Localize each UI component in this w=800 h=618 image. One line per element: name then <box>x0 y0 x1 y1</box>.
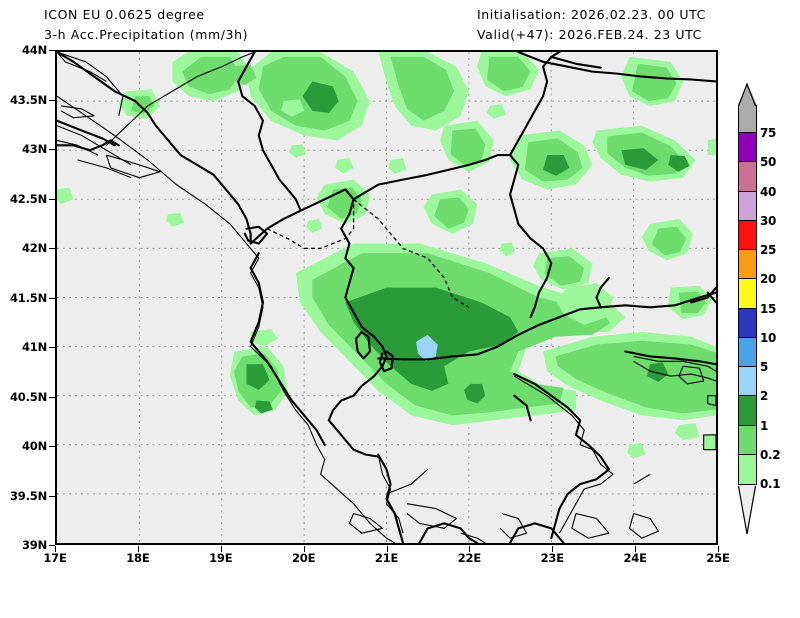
x-axis-label: 24E <box>623 551 647 565</box>
y-tick <box>49 99 55 101</box>
x-axis-label: 23E <box>540 551 564 565</box>
y-axis-label: 44N <box>21 43 47 57</box>
y-tick <box>49 396 55 398</box>
init-time: Initialisation: 2026.02.23. 00 UTC <box>477 7 706 22</box>
colorbar-tick-label: 20 <box>760 272 777 287</box>
x-tick <box>386 546 388 552</box>
y-tick <box>49 495 55 497</box>
colorbar-band <box>739 104 756 134</box>
x-tick <box>552 546 554 552</box>
colorbar-tick-label: 5 <box>760 360 769 375</box>
y-axis-label: 40N <box>21 439 47 453</box>
x-axis-label: 25E <box>706 551 730 565</box>
y-tick <box>49 248 55 249</box>
field-title: 3-h Acc.Precipitation (mm/3h) <box>44 27 249 42</box>
x-axis-label: 21E <box>374 551 399 565</box>
colorbar-tick-label: 25 <box>760 243 777 258</box>
x-axis-label: 19E <box>209 551 233 565</box>
y-tick <box>49 149 55 150</box>
colorbar-separator <box>739 395 756 397</box>
colorbar-outline <box>737 82 757 535</box>
x-tick <box>137 546 139 552</box>
y-axis-label: 39.5N <box>10 488 47 503</box>
colorbar-tick-label: 0.2 <box>760 447 781 462</box>
x-tick <box>469 546 471 552</box>
model-title: ICON EU 0.0625 degree <box>44 7 205 22</box>
x-tick <box>303 546 305 552</box>
y-axis-label: 42.5N <box>10 191 47 206</box>
internal-borders <box>266 198 470 308</box>
colorbar-band <box>739 396 756 426</box>
x-axis-label: 17E <box>43 551 67 565</box>
colorbar-separator <box>739 219 756 221</box>
colorbar-band <box>739 337 756 368</box>
colorbar-tick-label: 15 <box>760 301 777 316</box>
x-axis-label: 22E <box>457 551 481 565</box>
national-borders <box>57 52 716 543</box>
colorbar-tick-label: 75 <box>760 126 777 141</box>
colorbar-tick-label: 0.1 <box>760 477 781 491</box>
colorbar-separator <box>739 278 756 280</box>
colorbar-band <box>739 367 756 397</box>
colorbar-separator <box>739 190 756 192</box>
colorbar-separator <box>739 453 756 455</box>
y-axis-label: 41N <box>21 340 47 354</box>
colorbar-band <box>739 162 756 192</box>
x-axis-label: 18E <box>126 551 150 565</box>
valid-time: Valid(+47): 2026.FEB.24. 23 UTC <box>477 27 702 42</box>
colorbar-band <box>739 425 756 455</box>
y-tick <box>49 198 55 200</box>
y-axis-label: 39N <box>21 538 47 552</box>
colorbar <box>738 104 757 485</box>
x-tick <box>635 546 637 552</box>
colorbar-band <box>739 308 756 338</box>
y-tick <box>49 347 55 348</box>
colorbar-tick-label: 1 <box>760 418 769 433</box>
y-axis-label: 43N <box>21 142 47 156</box>
colorbar-band <box>739 454 756 484</box>
y-axis-label: 43.5N <box>10 92 47 107</box>
colorbar-band <box>739 191 756 221</box>
colorbar-separator <box>739 366 756 368</box>
precipitation-field <box>57 52 716 459</box>
colorbar-tick-label: 10 <box>760 330 777 345</box>
x-axis-label: 20E <box>291 551 316 565</box>
y-tick <box>49 50 55 51</box>
x-tick <box>220 546 222 552</box>
colorbar-tick-label: 30 <box>760 213 777 228</box>
x-tick <box>718 546 719 552</box>
precipitation-map <box>57 52 716 543</box>
colorbar-tick-label: 40 <box>760 184 777 199</box>
map-plot-area <box>55 50 718 545</box>
colorbar-band <box>739 250 756 280</box>
y-tick <box>49 545 55 546</box>
colorbar-separator <box>739 307 756 309</box>
x-tick <box>55 546 56 552</box>
y-axis-label: 41.5N <box>10 290 47 305</box>
coastlines <box>57 52 716 543</box>
colorbar-separator <box>739 249 756 251</box>
colorbar-separator <box>739 161 756 163</box>
y-axis-label: 40.5N <box>10 389 47 404</box>
colorbar-separator <box>739 132 756 134</box>
colorbar-tick-label: 50 <box>760 155 777 170</box>
colorbar-band <box>739 220 756 251</box>
y-axis-label: 42N <box>21 241 47 255</box>
colorbar-tick-label: 2 <box>760 389 769 404</box>
colorbar-separator <box>739 336 756 338</box>
colorbar-band <box>739 133 756 163</box>
colorbar-band <box>739 279 756 309</box>
colorbar-separator <box>739 424 756 426</box>
y-tick <box>49 446 55 447</box>
y-tick <box>49 297 55 299</box>
